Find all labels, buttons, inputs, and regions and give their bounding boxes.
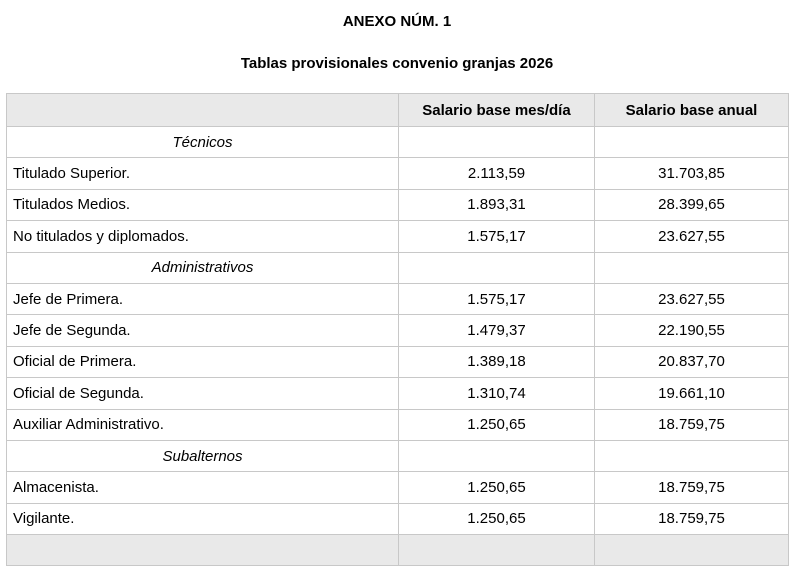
category-cell: Auxiliar Administrativo. <box>6 408 399 441</box>
empty-annual-cell <box>594 251 789 284</box>
annual-salary-cell: 23.627,55 <box>594 220 789 253</box>
section-row: Administrativos <box>6 251 789 284</box>
monthly-salary-cell: 1.575,17 <box>398 220 595 253</box>
monthly-salary-cell: 1.250,65 <box>398 408 595 441</box>
annual-salary-cell: 22.190,55 <box>594 314 789 347</box>
table-body: Técnicos Titulado Superior. 2.113,59 31.703… <box>6 125 789 567</box>
monthly-salary-cell: 1.575,17 <box>398 282 595 316</box>
annual-salary-cell: 19.661,10 <box>594 377 789 410</box>
empty-monthly-cell <box>398 125 595 159</box>
cutoff-row <box>6 534 789 567</box>
header-cell-monthly-salary: Salario base mes/día <box>398 93 595 127</box>
monthly-salary-cell: 1.479,37 <box>398 314 595 347</box>
section-label-cell: Técnicos <box>6 125 399 159</box>
monthly-salary-cell: 1.250,65 <box>398 502 595 536</box>
page-title: ANEXO NÚM. 1 <box>342 13 452 30</box>
category-cell: No titulados y diplomados. <box>6 220 399 253</box>
cutoff-category-cell <box>6 534 399 567</box>
table-row: Jefe de Primera. 1.575,17 23.627,55 <box>6 282 789 316</box>
annual-salary-cell: 20.837,70 <box>594 345 789 379</box>
section-label-cell: Administrativos <box>6 251 399 284</box>
header-cell-category <box>6 93 399 127</box>
annual-salary-cell: 28.399,65 <box>594 188 789 222</box>
category-cell: Titulados Medios. <box>6 188 399 222</box>
monthly-salary-cell: 1.250,65 <box>398 471 595 504</box>
category-cell: Vigilante. <box>6 502 399 536</box>
salary-table: Salario base mes/día Salario base anual … <box>6 93 789 567</box>
table-row: Vigilante. 1.250,65 18.759,75 <box>6 502 789 536</box>
table-row: No titulados y diplomados. 1.575,17 23.627… <box>6 220 789 253</box>
page-subtitle: Tablas provisionales convenio granjas 20… <box>240 55 554 72</box>
monthly-salary-cell: 1.310,74 <box>398 377 595 410</box>
category-cell: Oficial de Primera. <box>6 345 399 379</box>
annual-salary-cell: 23.627,55 <box>594 282 789 316</box>
empty-annual-cell <box>594 439 789 473</box>
annual-salary-cell: 18.759,75 <box>594 471 789 504</box>
table-row: Auxiliar Administrativo. 1.250,65 18.759,7… <box>6 408 789 441</box>
table-row: Titulado Superior. 2.113,59 31.703,85 <box>6 157 789 190</box>
table-row: Jefe de Segunda. 1.479,37 22.190,55 <box>6 314 789 347</box>
category-cell: Almacenista. <box>6 471 399 504</box>
cutoff-annual-cell <box>594 534 789 567</box>
category-cell: Jefe de Segunda. <box>6 314 399 347</box>
section-row: Subalternos <box>6 439 789 473</box>
annual-salary-cell: 18.759,75 <box>594 502 789 536</box>
monthly-salary-cell: 2.113,59 <box>398 157 595 190</box>
table-row: Almacenista. 1.250,65 18.759,75 <box>6 471 789 504</box>
cutoff-monthly-cell <box>398 534 595 567</box>
table-row: Titulados Medios. 1.893,31 28.399,65 <box>6 188 789 222</box>
table-row: Oficial de Primera. 1.389,18 20.837,70 <box>6 345 789 379</box>
section-row: Técnicos <box>6 125 789 159</box>
empty-monthly-cell <box>398 439 595 473</box>
monthly-salary-cell: 1.893,31 <box>398 188 595 222</box>
annual-salary-cell: 31.703,85 <box>594 157 789 190</box>
category-cell: Titulado Superior. <box>6 157 399 190</box>
empty-monthly-cell <box>398 251 595 284</box>
section-label-cell: Subalternos <box>6 439 399 473</box>
annual-salary-cell: 18.759,75 <box>594 408 789 441</box>
header-cell-annual-salary: Salario base anual <box>594 93 789 127</box>
monthly-salary-cell: 1.389,18 <box>398 345 595 379</box>
category-cell: Oficial de Segunda. <box>6 377 399 410</box>
empty-annual-cell <box>594 125 789 159</box>
table-header-row: Salario base mes/día Salario base anual <box>6 93 789 127</box>
category-cell: Jefe de Primera. <box>6 282 399 316</box>
table-row: Oficial de Segunda. 1.310,74 19.661,10 <box>6 377 789 410</box>
